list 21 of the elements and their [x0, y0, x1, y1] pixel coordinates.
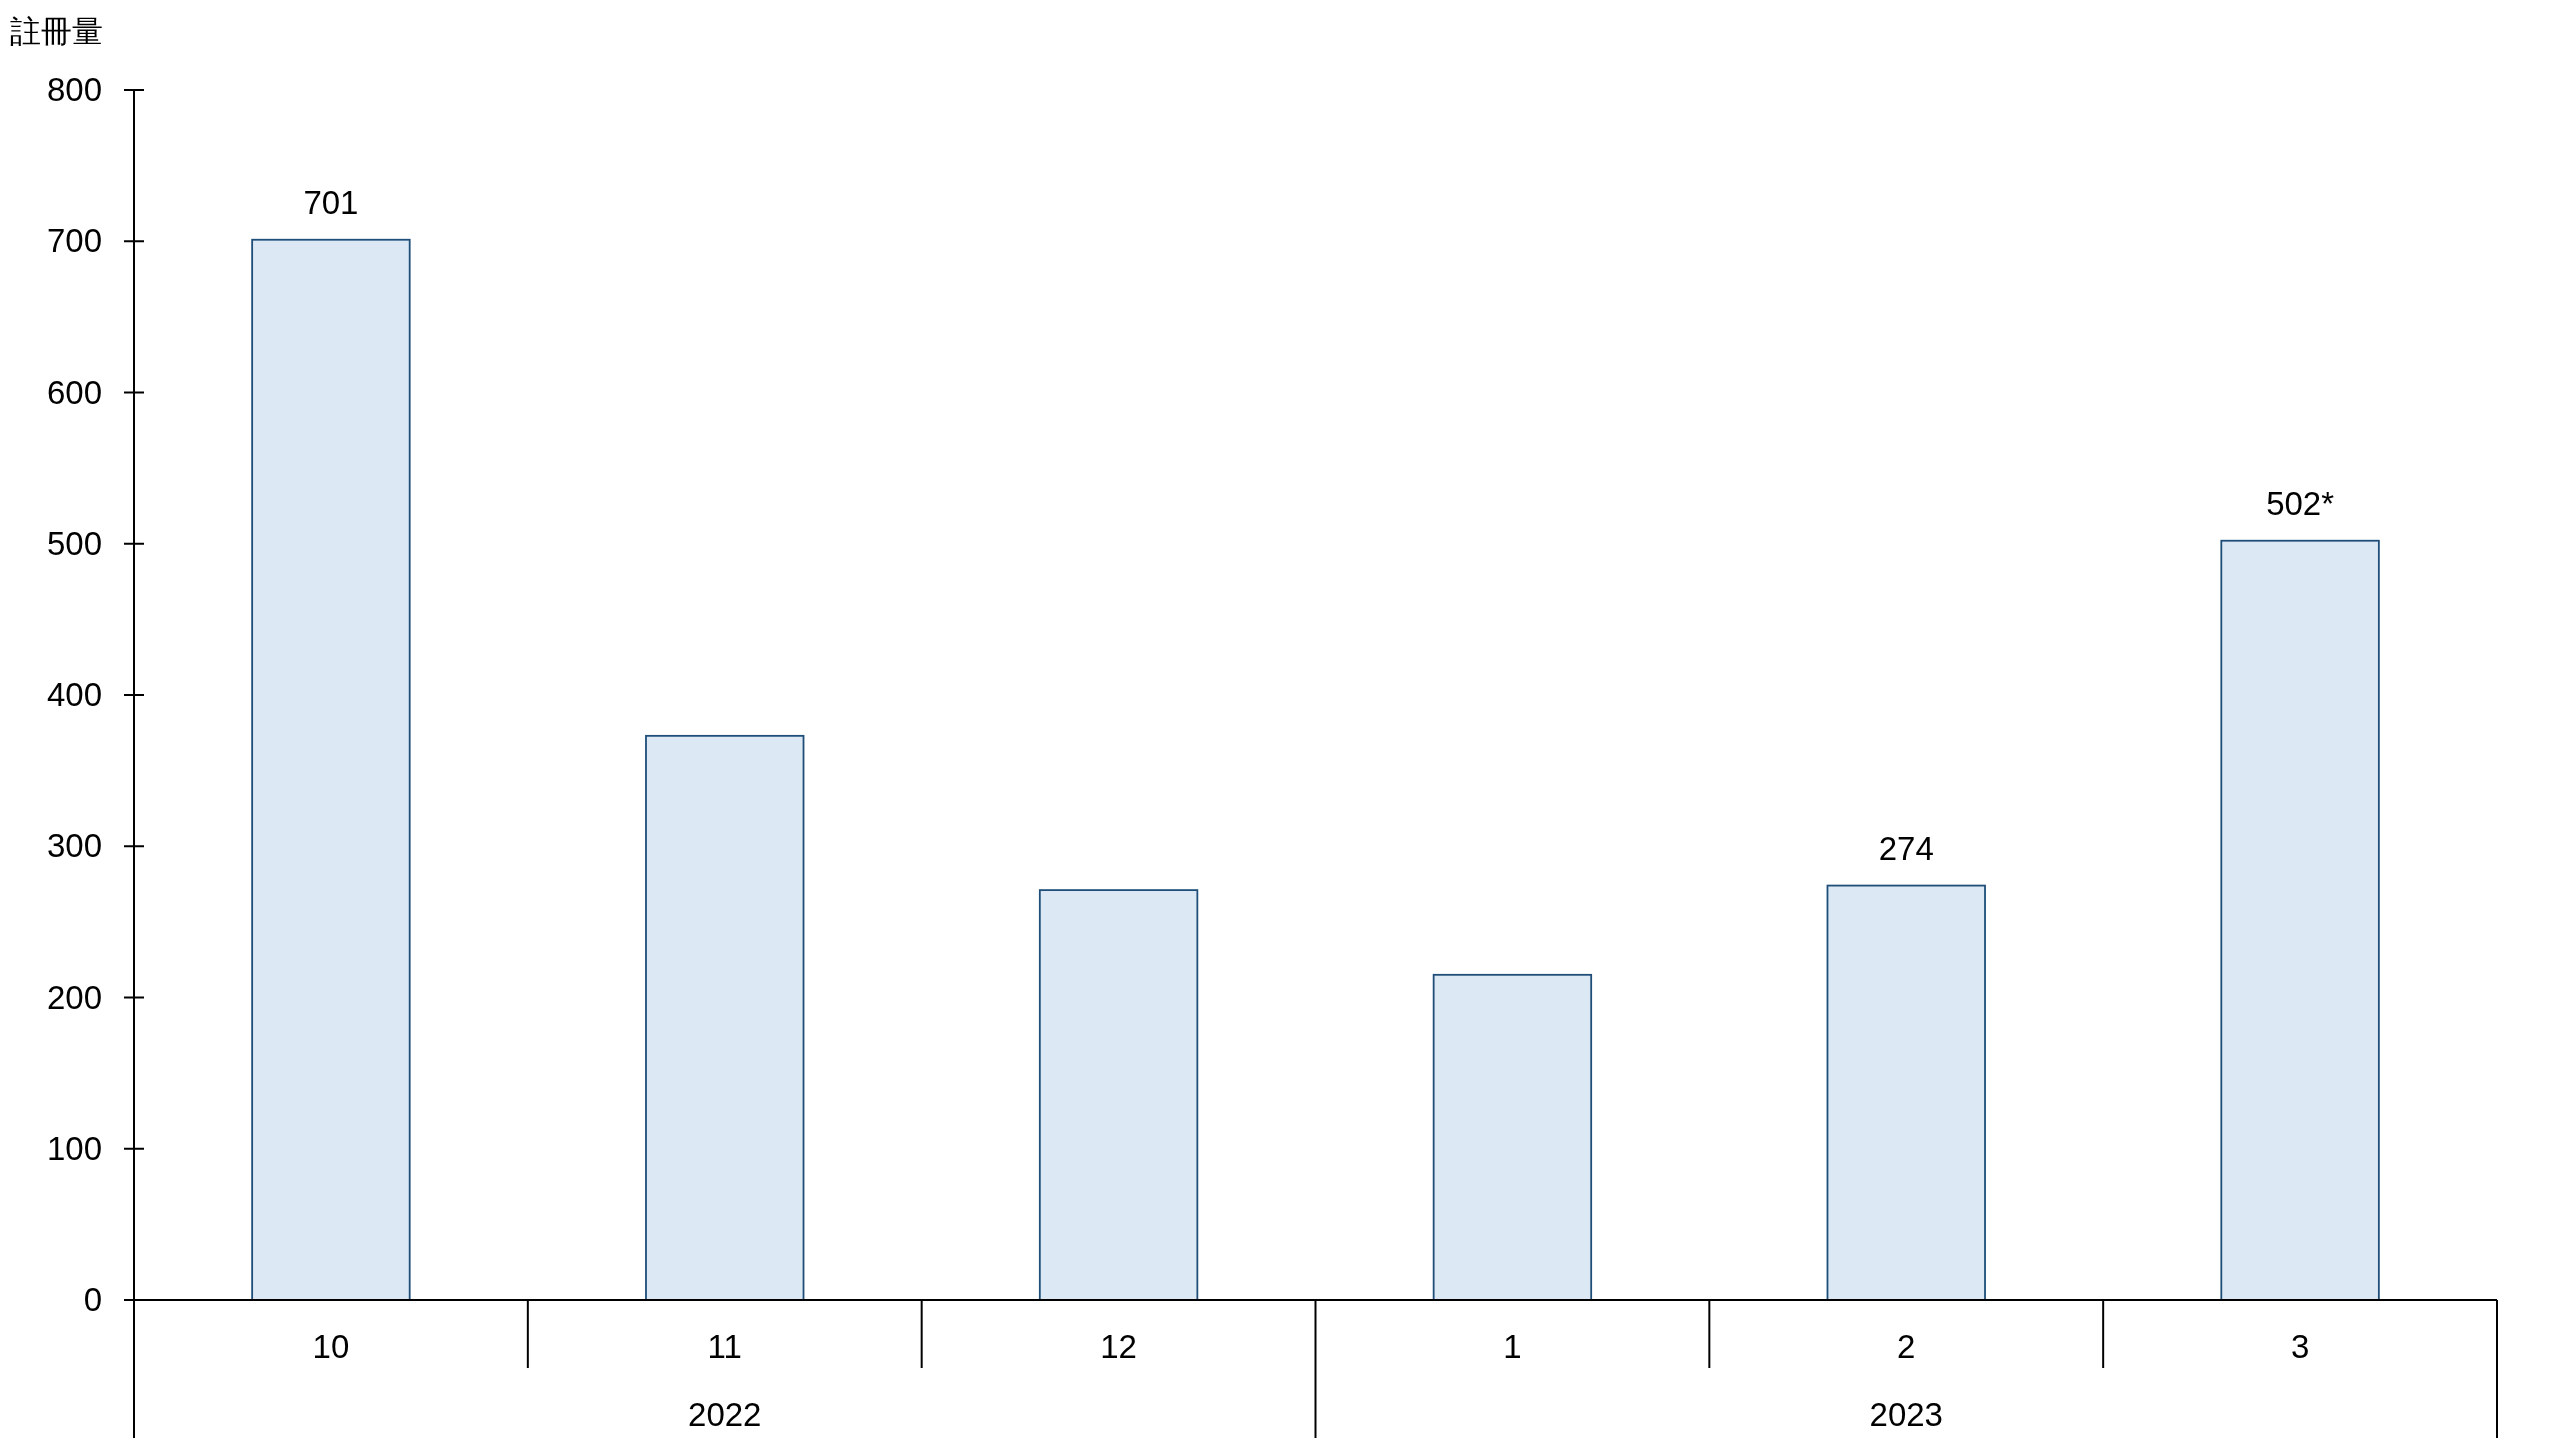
data-label: 502* — [2266, 484, 2335, 522]
y-tick-label: 500 — [46, 524, 102, 562]
x-tick-label: 11 — [707, 1328, 742, 1365]
x-tick-label: 10 — [312, 1328, 350, 1365]
data-label: 701 — [303, 183, 359, 221]
text: 2022 — [688, 1396, 762, 1433]
x-tick-label: 1 — [1503, 1328, 1522, 1365]
y-tick-label: 100 — [46, 1129, 102, 1167]
y-tick-label: 200 — [46, 978, 102, 1016]
y-tick-label: 600 — [46, 373, 102, 411]
x-tick-label: 12 — [1100, 1328, 1137, 1365]
y-tick-label: 800 — [46, 71, 102, 108]
x-tick-label: 3 — [2290, 1328, 2310, 1365]
y-tick-label: 700 — [46, 222, 102, 260]
text: 2023 — [1869, 1396, 1943, 1433]
y-axis-title: 註冊量 — [10, 14, 103, 49]
y-tick-label: 300 — [46, 827, 102, 865]
x-tick-label: 2 — [1897, 1328, 1916, 1365]
data-label: 274 — [1878, 829, 1934, 867]
y-tick-label: 0 — [83, 1281, 102, 1318]
y-tick-label: 400 — [46, 676, 102, 713]
